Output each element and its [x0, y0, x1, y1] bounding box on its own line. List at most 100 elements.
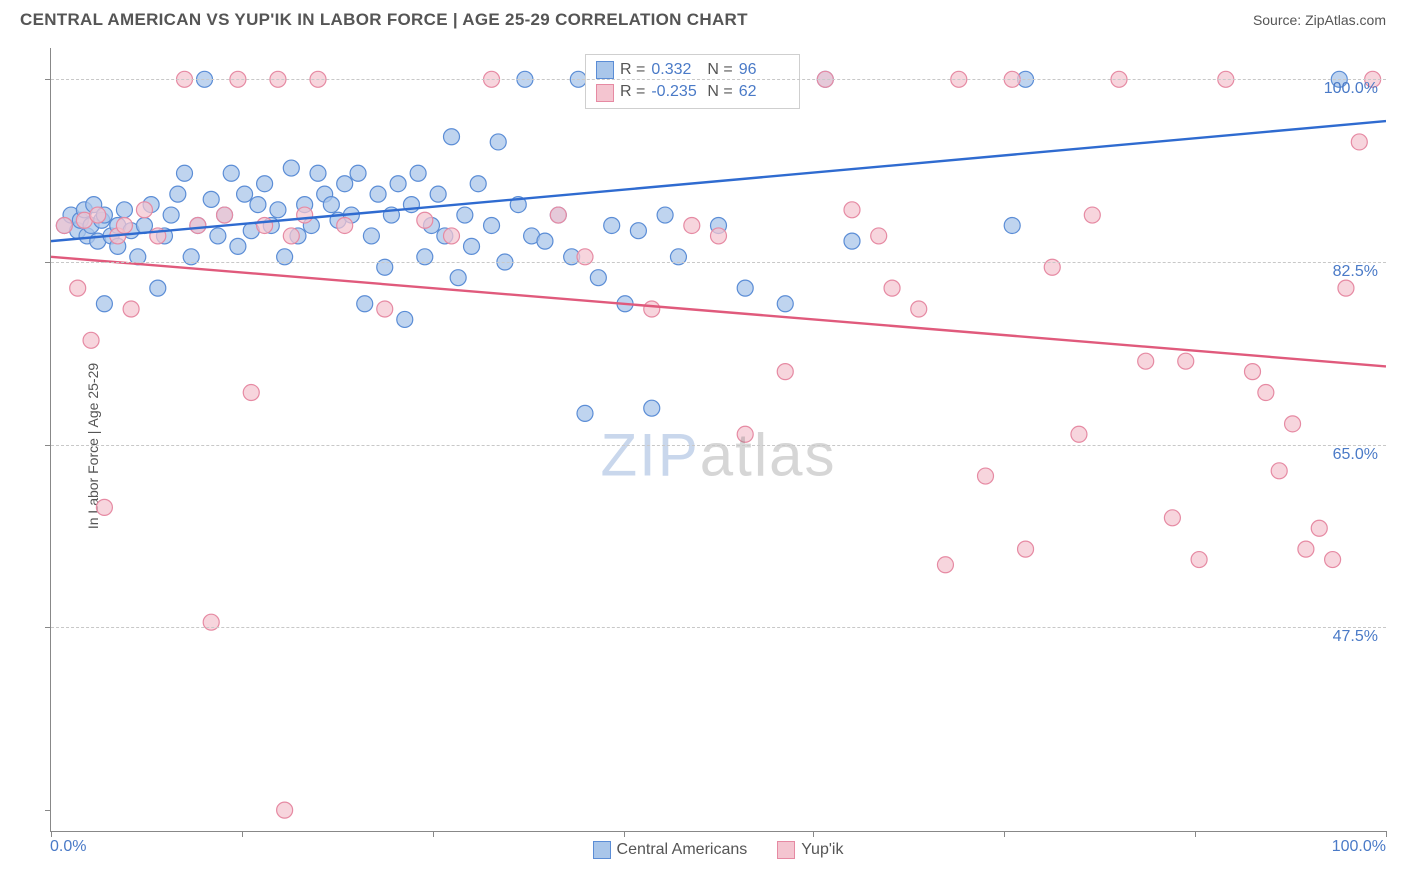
x-tick — [1195, 831, 1196, 837]
data-point — [490, 134, 506, 150]
data-point — [297, 207, 313, 223]
legend-item-1: Yup'ik — [777, 841, 843, 859]
data-point — [450, 270, 466, 286]
stats-n-value-0: 96 — [739, 59, 789, 81]
data-point — [397, 311, 413, 327]
data-point — [657, 207, 673, 223]
scatter-svg — [51, 48, 1386, 831]
data-point — [444, 129, 460, 145]
y-tick-label: 82.5% — [1333, 263, 1378, 281]
grid-line — [51, 627, 1386, 628]
data-point — [457, 207, 473, 223]
x-tick — [1004, 831, 1005, 837]
data-point — [417, 212, 433, 228]
data-point — [230, 238, 246, 254]
data-point — [1258, 385, 1274, 401]
data-point — [277, 802, 293, 818]
data-point — [444, 228, 460, 244]
stats-legend: R = 0.332 N = 96 R = -0.235 N = 62 — [585, 54, 800, 109]
stats-n-value-1: 62 — [739, 81, 789, 103]
data-point — [937, 557, 953, 573]
data-point — [470, 176, 486, 192]
data-point — [911, 301, 927, 317]
data-point — [190, 217, 206, 233]
data-point — [337, 176, 353, 192]
legend-label-1: Yup'ik — [801, 841, 843, 859]
data-point — [577, 405, 593, 421]
data-point — [644, 301, 660, 317]
data-point — [777, 364, 793, 380]
data-point — [96, 499, 112, 515]
data-point — [1271, 463, 1287, 479]
data-point — [203, 191, 219, 207]
data-point — [116, 202, 132, 218]
stats-n-label: N = — [707, 81, 732, 103]
legend-item-0: Central Americans — [593, 841, 748, 859]
data-point — [1138, 353, 1154, 369]
data-point — [223, 165, 239, 181]
data-point — [1325, 552, 1341, 568]
data-point — [177, 165, 193, 181]
data-point — [377, 301, 393, 317]
data-point — [83, 332, 99, 348]
data-point — [350, 165, 366, 181]
data-point — [56, 217, 72, 233]
stats-r-value-1: -0.235 — [651, 81, 701, 103]
data-point — [550, 207, 566, 223]
data-point — [1004, 217, 1020, 233]
data-point — [737, 426, 753, 442]
stats-row-series-0: R = 0.332 N = 96 — [596, 59, 789, 81]
data-point — [537, 233, 553, 249]
y-tick — [45, 79, 51, 80]
y-tick — [45, 262, 51, 263]
data-point — [283, 160, 299, 176]
trend-line — [51, 257, 1386, 367]
data-point — [777, 296, 793, 312]
data-point — [884, 280, 900, 296]
bottom-legend: Central Americans Yup'ik — [50, 838, 1386, 862]
stats-row-series-1: R = -0.235 N = 62 — [596, 81, 789, 103]
data-point — [630, 223, 646, 239]
y-tick-label: 47.5% — [1333, 628, 1378, 646]
data-point — [1338, 280, 1354, 296]
data-point — [150, 280, 166, 296]
data-point — [590, 270, 606, 286]
x-tick — [1386, 831, 1387, 837]
data-point — [96, 296, 112, 312]
data-point — [871, 228, 887, 244]
legend-swatch-1 — [777, 841, 795, 859]
data-point — [844, 233, 860, 249]
data-point — [390, 176, 406, 192]
data-point — [1285, 416, 1301, 432]
data-point — [644, 400, 660, 416]
data-point — [1351, 134, 1367, 150]
chart-title: CENTRAL AMERICAN VS YUP'IK IN LABOR FORC… — [20, 10, 748, 30]
y-tick-label: 65.0% — [1333, 446, 1378, 464]
data-point — [337, 217, 353, 233]
data-point — [711, 228, 727, 244]
data-point — [844, 202, 860, 218]
data-point — [1018, 541, 1034, 557]
data-point — [1084, 207, 1100, 223]
data-point — [243, 385, 259, 401]
data-point — [250, 197, 266, 213]
x-tick — [813, 831, 814, 837]
data-point — [410, 165, 426, 181]
x-tick — [433, 831, 434, 837]
stats-swatch-1 — [596, 84, 614, 102]
data-point — [737, 280, 753, 296]
data-point — [257, 176, 273, 192]
data-point — [217, 207, 233, 223]
y-tick — [45, 627, 51, 628]
data-point — [116, 217, 132, 233]
stats-n-label: N = — [707, 59, 732, 81]
grid-line — [51, 445, 1386, 446]
stats-r-label: R = — [620, 81, 645, 103]
legend-swatch-0 — [593, 841, 611, 859]
data-point — [170, 186, 186, 202]
data-point — [430, 186, 446, 202]
data-point — [978, 468, 994, 484]
x-tick — [624, 831, 625, 837]
data-point — [464, 238, 480, 254]
data-point — [484, 217, 500, 233]
